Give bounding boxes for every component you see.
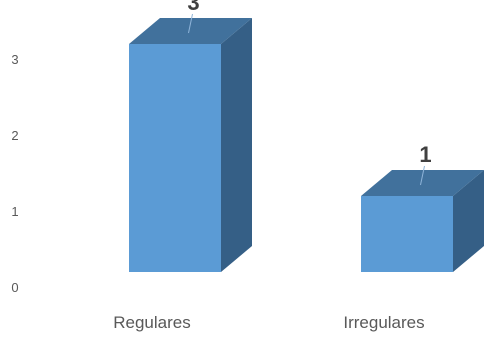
category-label: Regulares [113, 313, 191, 332]
data-label: 3 [187, 0, 199, 15]
data-label-leader [420, 165, 425, 186]
category-label: Irregulares [343, 313, 424, 332]
y-tick-label: 3 [11, 52, 18, 67]
y-tick-label: 2 [11, 128, 18, 143]
bar-irregulares [361, 165, 484, 272]
bar-front-face [129, 44, 221, 272]
data-label: 1 [419, 142, 431, 167]
bar-side-face [453, 170, 484, 272]
bar-regulares [129, 13, 252, 272]
bar-top-face [129, 18, 252, 44]
data-labels: 31 [187, 0, 431, 167]
y-tick-label: 0 [11, 280, 18, 295]
bars [129, 13, 484, 272]
y-tick-label: 1 [11, 204, 18, 219]
category-labels: Regulares Irregulares [113, 313, 424, 332]
bar-front-face [361, 196, 453, 272]
y-axis-ticks: 0 1 2 3 [11, 52, 18, 295]
bar-top-face [361, 170, 484, 196]
bar-side-face [221, 18, 252, 272]
data-label-leader [188, 13, 193, 34]
